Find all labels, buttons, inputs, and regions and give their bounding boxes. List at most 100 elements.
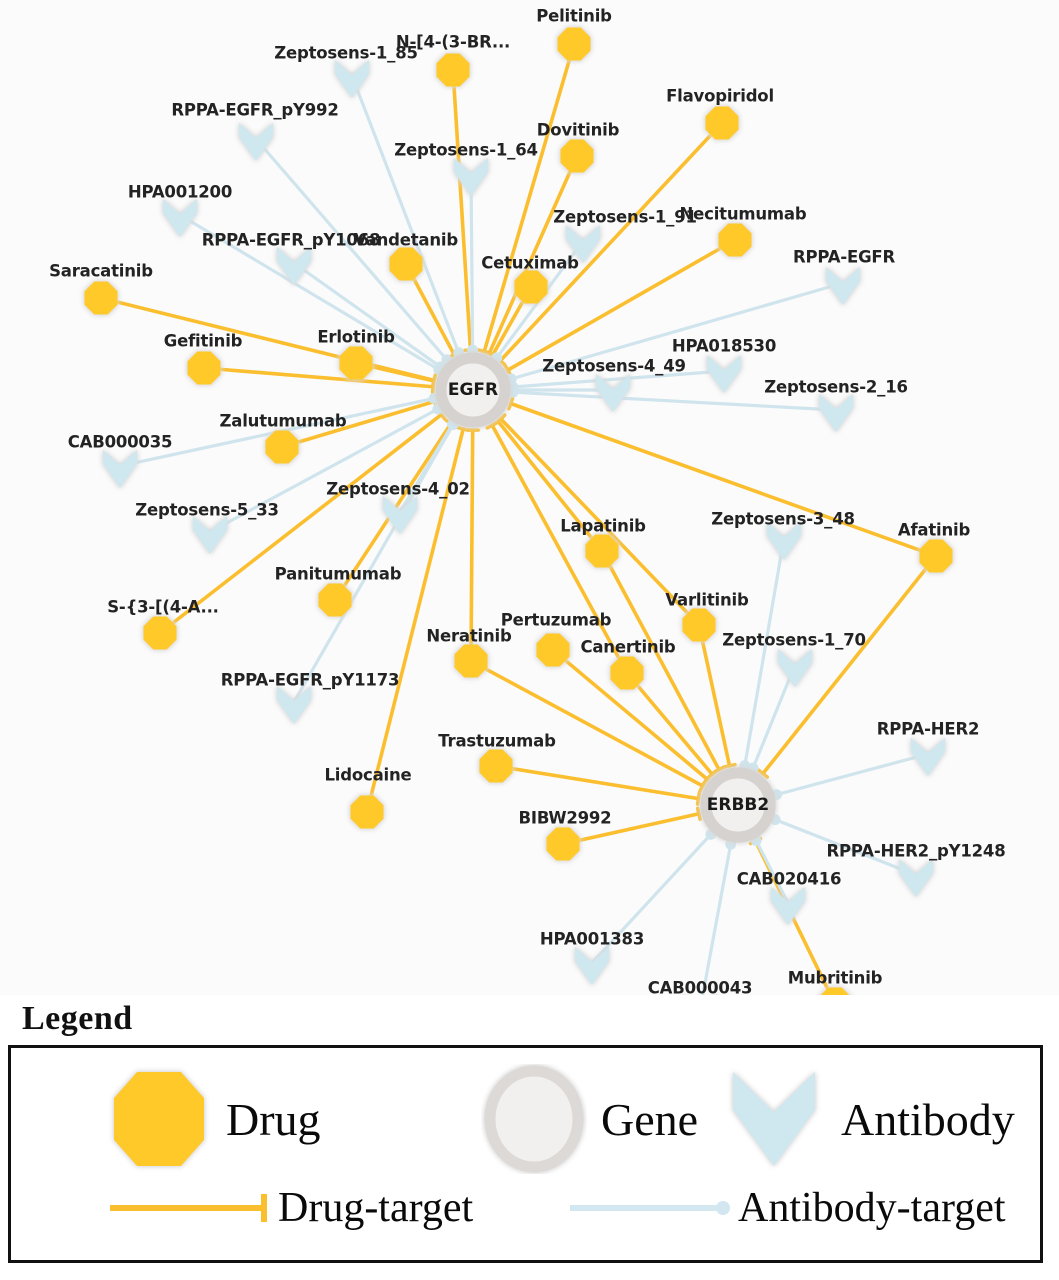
antibody-node[interactable] (911, 738, 945, 776)
drug-target-edge (280, 399, 437, 449)
legend-item-drug: Drug (106, 1064, 321, 1174)
antibody-node[interactable] (575, 947, 609, 985)
drug-label-afatinib: Afatinib (897, 520, 971, 540)
antibody-node[interactable] (239, 123, 273, 161)
drug-target-edge (498, 121, 724, 363)
drug-label-erlotinib: Erlotinib (317, 327, 395, 347)
drug-label-gefitinib: Gefitinib (163, 331, 243, 351)
legend-label-drug-target: Drug-target (278, 1185, 474, 1231)
drug-target-edge (365, 426, 466, 814)
network-svg (84, 27, 953, 1010)
antibody-label-cab000035: CAB000035 (67, 432, 173, 452)
gene-node-erbb2[interactable] (700, 767, 776, 843)
drug-label-neratinib: Neratinib (426, 626, 512, 646)
drug-node[interactable] (536, 633, 570, 667)
drug-target-edge (490, 423, 629, 675)
drug-target-edge (494, 764, 701, 801)
drug-target-edge (508, 401, 938, 558)
drug-target-edge (600, 549, 721, 772)
antibody-node[interactable] (778, 649, 812, 687)
antibody-node[interactable] (193, 516, 227, 554)
drug-node[interactable] (514, 270, 548, 304)
drug-node[interactable] (187, 351, 221, 385)
drug-node[interactable] (265, 430, 299, 464)
antibody-node[interactable] (707, 355, 741, 393)
drug-node[interactable] (318, 583, 352, 617)
drug-target-edge (561, 811, 701, 846)
antibody-node[interactable] (819, 394, 853, 432)
drug-target-edge-icon (110, 1194, 267, 1222)
edges-layer (99, 42, 938, 1010)
antibody-label-zeptosens-3_48: Zeptosens-3_48 (711, 509, 855, 529)
antibody-node[interactable] (277, 686, 311, 724)
drug-octagon-icon (114, 1072, 204, 1166)
antibody-target-edge (754, 839, 790, 905)
drug-node[interactable] (339, 346, 373, 380)
antibody-label-rppa-egfr_py1173: RPPA-EGFR_pY1173 (220, 670, 400, 690)
drug-target-edge-cap (698, 779, 708, 793)
antibody-target-edge (292, 261, 442, 369)
drug-target-edge-cap (456, 425, 471, 432)
antibody-node[interactable] (826, 267, 860, 305)
drug-target-edge-cap (695, 806, 702, 821)
antibody-node[interactable] (383, 496, 417, 534)
drug-target-edge (487, 154, 579, 356)
drug-node[interactable] (389, 247, 423, 281)
antibody-node[interactable] (454, 158, 488, 196)
drug-label-dovitinib: Dovitinib (536, 120, 620, 140)
antibody-target-edge-icon (570, 1201, 730, 1215)
antibody-node[interactable] (566, 225, 600, 263)
network-graph-canvas[interactable]: Zeptosens-1_85 RPPA-EGFR_pY992 Zeptosens-1… (0, 0, 1059, 1010)
drug-node[interactable] (585, 534, 619, 568)
antibody-label-zeptosens-1_64: Zeptosens-1_64 (394, 140, 538, 160)
drug-node[interactable] (919, 539, 953, 573)
antibody-node[interactable] (899, 859, 933, 897)
drug-node[interactable] (84, 281, 118, 315)
drug-label-nbr: N-[4-(3-BR... (395, 32, 511, 52)
antibody-node[interactable] (596, 374, 630, 412)
drug-node[interactable] (560, 139, 594, 173)
legend-panel: Legend Drug Gene Antibody (0, 995, 1059, 1280)
antibody-node[interactable] (277, 247, 311, 285)
legend-item-antibody-target: Antibody-target (566, 1184, 1006, 1232)
antibody-chevron-icon (733, 1072, 815, 1166)
antibody-node[interactable] (103, 450, 137, 488)
gene-node-egfr[interactable] (435, 352, 511, 428)
drug-label-necitumumab: Necitumumab (679, 204, 807, 224)
antibody-target-edge (773, 818, 918, 877)
drug-target-edge (469, 659, 705, 788)
antibody-target-edge (511, 390, 838, 412)
drug-target-edge (469, 428, 475, 663)
drug-node[interactable] (682, 608, 716, 642)
drug-node[interactable] (479, 749, 513, 783)
drug-label-flavopiridol: Flavopiridol (666, 86, 774, 106)
drug-node[interactable] (436, 53, 470, 87)
drug-label-mubritinib: Mubritinib (787, 968, 883, 988)
nodes-layer (84, 27, 953, 1010)
antibody-node[interactable] (163, 199, 197, 237)
antibody-label-rppa-egfr_py1068: RPPA-EGFR_pY1068 (201, 230, 381, 250)
drug-node[interactable] (454, 644, 488, 678)
drug-node[interactable] (705, 106, 739, 140)
legend-item-antibody: Antibody (721, 1064, 1015, 1174)
drug-target-edge (451, 68, 473, 352)
antibody-node[interactable] (767, 522, 801, 560)
drug-target-edge (498, 417, 701, 627)
drug-node[interactable] (557, 27, 591, 61)
legend-title: Legend (22, 1000, 133, 1037)
drug-target-edge-cap (503, 363, 513, 377)
antibody-label-zeptosens-1_70: Zeptosens-1_70 (722, 630, 866, 650)
drug-label-s34a: S-{3-[(4-A... (107, 597, 219, 617)
drug-node[interactable] (718, 223, 752, 257)
antibody-node[interactable] (771, 887, 805, 925)
legend-label-antibody: Antibody (841, 1093, 1015, 1145)
antibody-node[interactable] (335, 60, 369, 98)
drug-node[interactable] (610, 656, 644, 690)
antibody-label-zeptosens-4_49: Zeptosens-4_49 (542, 356, 686, 376)
drug-target-edge-cap (722, 762, 737, 769)
drug-node[interactable] (350, 795, 384, 829)
drug-node[interactable] (143, 616, 177, 650)
antibody-label-rppa-egfr_py992: RPPA-EGFR_pY992 (171, 100, 339, 120)
drug-node[interactable] (546, 827, 580, 861)
antibody-target-edge (350, 74, 461, 355)
